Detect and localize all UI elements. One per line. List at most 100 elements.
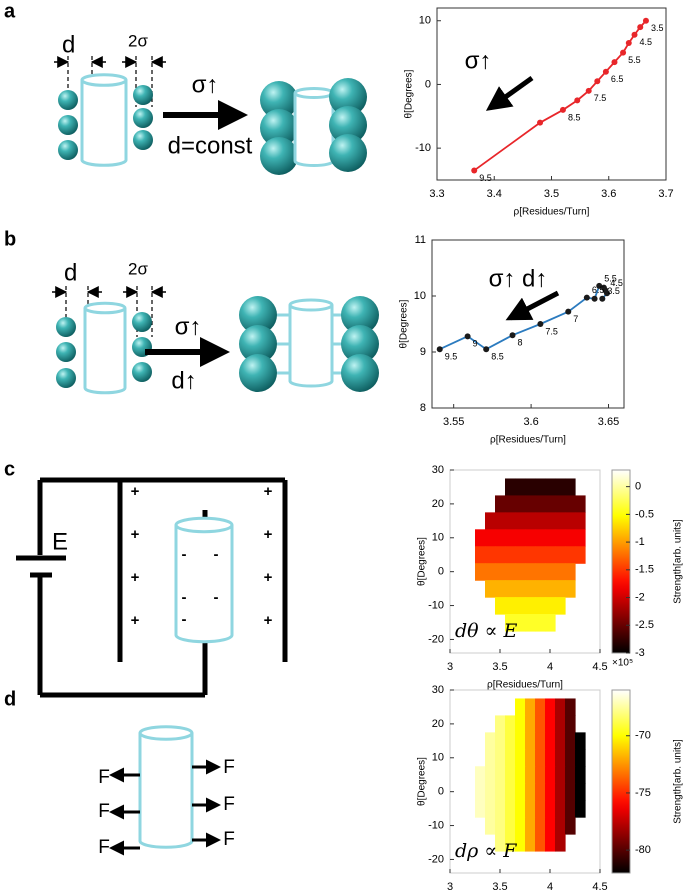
- heat-cell: [495, 529, 506, 547]
- heat-cell: [475, 783, 486, 801]
- heat-cell: [485, 529, 496, 547]
- point-label: 6.5: [592, 285, 605, 295]
- heat-cell: [515, 563, 526, 581]
- source-label: E: [52, 528, 68, 555]
- minus-sign: -: [182, 546, 187, 563]
- heat-cell: [495, 817, 506, 835]
- y-axis-label: θ[Degrees]: [399, 299, 410, 348]
- point-label: 8.5: [491, 352, 504, 362]
- plot-frame: [449, 689, 601, 874]
- heat-cell: [555, 800, 566, 818]
- minus-sign: -: [182, 611, 187, 628]
- heat-cell: [565, 800, 576, 818]
- heat-cell: [515, 597, 526, 615]
- heat-cell: [505, 766, 516, 784]
- heat-cell: [565, 715, 576, 733]
- heat-cell: [575, 783, 586, 801]
- point-label: 4.5: [640, 37, 653, 47]
- heat-cell: [485, 563, 496, 581]
- point-label: 5.5: [604, 273, 617, 283]
- heat-cell: [565, 580, 576, 598]
- heat-cell: [545, 580, 556, 598]
- heat-cell: [545, 597, 556, 615]
- heat-cell: [515, 495, 526, 513]
- spacing-label: d: [62, 31, 75, 58]
- heat-cell: [545, 614, 556, 632]
- data-point: [631, 31, 638, 38]
- data-point: [596, 282, 603, 289]
- heat-cell: [525, 800, 536, 818]
- colorbar-tick-label: -1.5: [635, 564, 654, 576]
- plot-frame: [431, 239, 625, 409]
- heat-cell: [515, 766, 526, 784]
- y-tick-label: 30: [432, 684, 444, 696]
- cylinder-top: [174, 516, 234, 534]
- colorbar-tick-label: 0: [635, 481, 641, 493]
- heat-cell: [545, 766, 556, 784]
- heat-cell: [495, 512, 506, 530]
- point-label: 4.5: [610, 278, 623, 288]
- x-tick-label: 3.55: [443, 416, 464, 428]
- x-tick-label: 4.5: [592, 661, 607, 673]
- heat-cell: [565, 732, 576, 750]
- heat-cell: [505, 817, 516, 835]
- plus-sign: +: [131, 483, 140, 500]
- sphere: [133, 130, 153, 150]
- heat-cell: [495, 580, 506, 598]
- heat-cell: [485, 580, 496, 598]
- point-label: 7.5: [594, 93, 607, 103]
- heat-cell: [545, 698, 556, 717]
- heat-cell: [555, 495, 566, 513]
- cylinder: [293, 93, 335, 168]
- heat-cell: [495, 834, 506, 852]
- point-label: 9.5: [445, 352, 458, 362]
- x-tick-label: 3.7: [658, 188, 673, 200]
- force-label: F: [223, 757, 235, 778]
- heat-cell: [535, 749, 546, 767]
- heat-cell: [505, 749, 516, 767]
- heat-cell: [525, 529, 536, 547]
- chart-annotation: σ↑: [465, 47, 492, 74]
- heat-cell: [565, 495, 576, 513]
- point-label: 8: [518, 338, 523, 348]
- heat-cell: [535, 800, 546, 818]
- plot-frame: [449, 469, 601, 654]
- point-label: 7: [573, 314, 578, 324]
- sphere: [260, 81, 298, 119]
- heat-cell: [525, 478, 536, 497]
- point-label: 6.5: [611, 74, 624, 84]
- data-point: [585, 87, 592, 94]
- heat-cell: [525, 580, 536, 598]
- heat-cell: [555, 817, 566, 835]
- heat-cell: [525, 715, 536, 733]
- data-point: [620, 49, 627, 56]
- y-tick-label: -10: [415, 142, 431, 154]
- sphere: [132, 362, 152, 382]
- heat-cell: [575, 766, 586, 784]
- heat-cell: [515, 529, 526, 547]
- heat-cell: [535, 783, 546, 801]
- heat-cell: [555, 766, 566, 784]
- panel-label: b: [4, 228, 16, 250]
- heat-cell: [545, 563, 556, 581]
- sphere: [133, 85, 153, 105]
- heat-cell: [565, 766, 576, 784]
- point-label: 7.5: [545, 326, 558, 336]
- minus-sign: -: [214, 589, 219, 606]
- cylinder-top: [293, 86, 335, 100]
- colorbar-tick-label: -70: [635, 730, 651, 742]
- heat-cell: [565, 478, 576, 497]
- panel-label: a: [4, 0, 16, 22]
- y-tick-label: -10: [428, 819, 444, 831]
- heat-cell: [525, 834, 536, 852]
- x-tick-label: 4: [547, 881, 553, 893]
- heat-cell: [515, 614, 526, 632]
- data-point: [611, 59, 618, 66]
- heat-cell: [545, 817, 556, 835]
- heat-cell: [485, 749, 496, 767]
- heat-cell: [525, 563, 536, 581]
- heat-cell: [535, 715, 546, 733]
- plus-sign: +: [264, 483, 273, 500]
- heat-cell: [555, 715, 566, 733]
